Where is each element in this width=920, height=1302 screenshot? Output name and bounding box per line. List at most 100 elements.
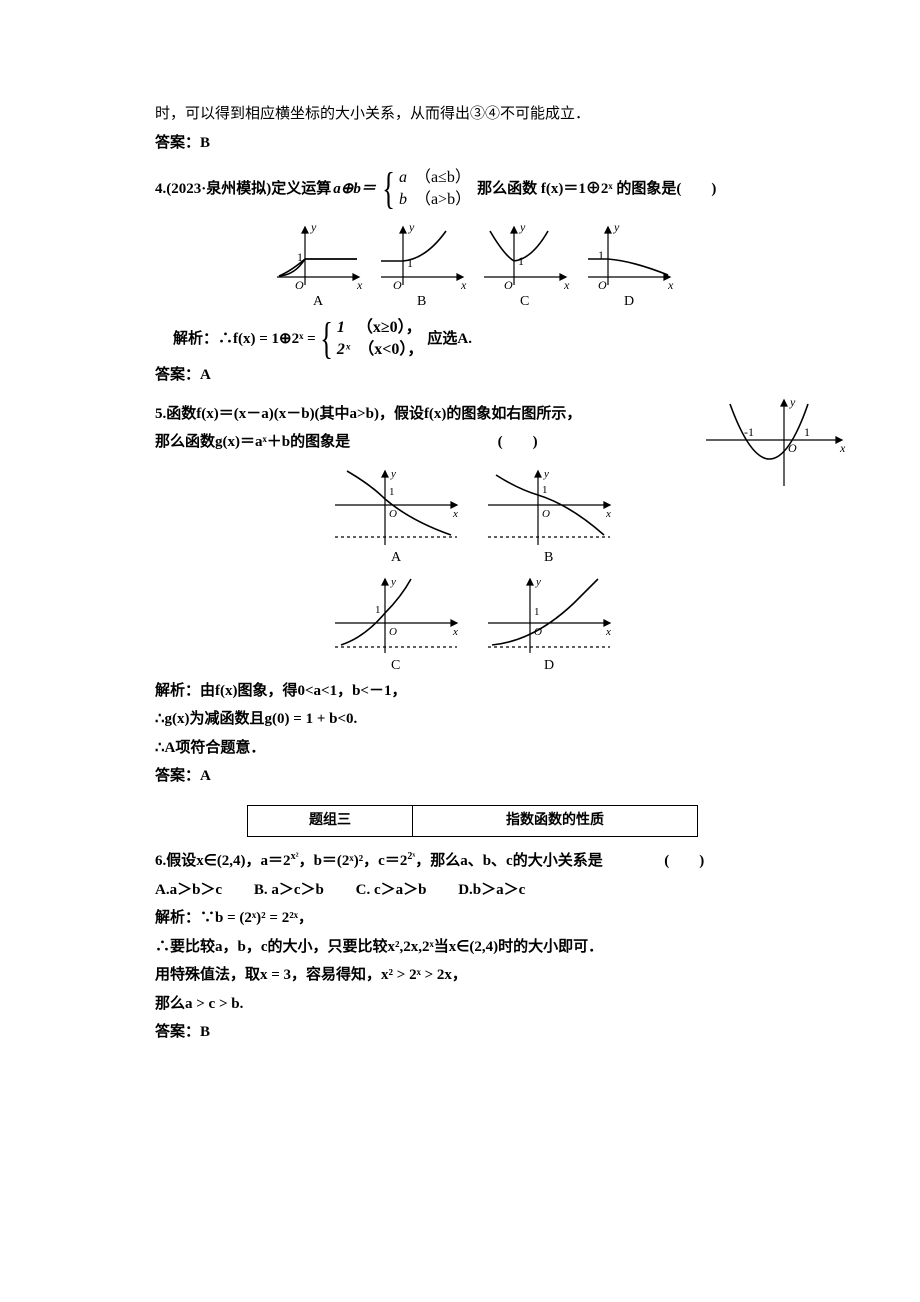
q5-answer: 答案：A <box>155 762 790 791</box>
q4-label-c: C <box>520 294 529 307</box>
q6-stem: 6.假设x∈(2,4)，a＝2x²，b＝(2ˣ)²，c＝22ˣ，那么a、b、c的… <box>155 847 790 876</box>
q6-exp-a: x² <box>291 851 299 862</box>
q4-scase1-l: 1 <box>337 319 345 336</box>
q6-opt-b: B. a＞c＞b <box>254 876 324 905</box>
q4-label-b: B <box>417 294 426 307</box>
q4-case2-l: b <box>399 191 407 208</box>
q6-sol2: ∴要比较a，b，c的大小，只要比较x²,2x,2ˣ当x∈(2,4)时的大小即可． <box>155 933 790 962</box>
y-label: y <box>519 220 526 234</box>
q6-paren: ( ) <box>664 853 704 869</box>
tick-1: 1 <box>598 248 604 262</box>
q5-opt-c-svg: 1 O x y C <box>321 573 471 673</box>
left-brace: { <box>382 167 395 211</box>
tick-1: 1 <box>518 254 524 268</box>
x-label: x <box>460 278 467 292</box>
q5-label-d: D <box>544 658 554 673</box>
y-label: y <box>543 468 549 480</box>
x-label: x <box>452 626 458 638</box>
q5-label-c: C <box>391 658 400 673</box>
ytick-1: 1 <box>534 606 540 618</box>
q4-label-d: D <box>624 294 634 307</box>
q5-options-row1: 1 O x y A 1 O x y B <box>155 465 790 565</box>
ytick-1: 1 <box>542 484 548 496</box>
y-label: y <box>535 576 541 588</box>
answer-3: 答案：B <box>155 129 790 158</box>
q5-label-b: B <box>544 550 553 565</box>
x-label: x <box>563 278 570 292</box>
x-label: x <box>356 278 363 292</box>
q4-case1-r: （a≤b） <box>415 169 471 186</box>
q6-options: A.a＞b＞c B. a＞c＞b C. c＞a＞b D.b＞a＞c <box>155 876 790 905</box>
q4-stem-pre: 4.(2023·泉州模拟)定义运算 <box>155 175 331 204</box>
q6-answer: 答案：B <box>155 1018 790 1047</box>
q4-op-sym: a⊕b＝ <box>333 175 376 204</box>
q4-scase2-r: （x<0）， <box>358 341 423 358</box>
origin: O <box>389 626 397 638</box>
left-brace: { <box>320 317 333 361</box>
q5-stem-line2-wrap: 那么函数g(x)＝aˣ＋b的图象是 ( ) <box>155 428 790 457</box>
origin: O <box>504 278 513 292</box>
y-label: y <box>390 576 396 588</box>
x-label: x <box>667 278 674 292</box>
q5-opt-d-svg: 1 O x y D <box>474 573 624 673</box>
origin: O <box>542 508 550 520</box>
q5-opt-b-svg: 1 O x y B <box>474 465 624 565</box>
q5-sol2: ∴g(x)为减函数且g(0) = 1 + b<0. <box>155 705 790 734</box>
x-label: x <box>605 626 611 638</box>
tick-1: 1 <box>407 256 413 270</box>
q4-case2-r: （a>b） <box>415 191 471 208</box>
origin: O <box>788 441 797 455</box>
q4-sol-post: 应选A. <box>427 325 472 354</box>
q4-stem-post: 那么函数 f(x)＝1⊕2ˣ 的图象是( ) <box>477 175 716 204</box>
origin: O <box>389 508 397 520</box>
x-label: x <box>839 441 846 455</box>
q4-answer: 答案：A <box>155 361 790 390</box>
section-table: 题组三 指数函数的性质 <box>247 805 698 838</box>
x-label: x <box>605 508 611 520</box>
y-label: y <box>408 220 415 234</box>
ytick-1: 1 <box>389 486 395 498</box>
q4-sol-piecewise: { 1 （x≥0）， 2ˣ （x<0）， <box>316 317 424 361</box>
q6-stem-pre: 6.假设x∈(2,4)，a＝2 <box>155 853 291 869</box>
q6-opt-c: C. c＞a＞b <box>356 876 427 905</box>
origin: O <box>534 626 542 638</box>
q4-case1-l: a <box>399 169 407 186</box>
q6-sol1: 解析：∵b = (2ˣ)² = 2²ˣ， <box>155 904 790 933</box>
q4-stem: 4.(2023·泉州模拟)定义运算 a⊕b＝ { a （a≤b） b （a>b）… <box>155 167 790 211</box>
q6-stem-post: ，那么a、b、c的大小关系是 <box>415 853 603 869</box>
tick-1: 1 <box>297 250 303 264</box>
q4-opt-d-svg: 1 O x y D <box>578 219 678 307</box>
y-label: y <box>310 220 317 234</box>
q5-sol1: 解析：由f(x)图象，得0<a<1，b<－1， <box>155 677 790 706</box>
ytick-1: 1 <box>375 604 381 616</box>
y-label: y <box>789 395 796 409</box>
q4-solution: 解析：∴f(x) = 1⊕2ˣ = { 1 （x≥0）， 2ˣ （x<0）， 应… <box>173 317 790 361</box>
q6-sol3: 用特殊值法，取x = 3，容易得知，x² > 2ˣ > 2x， <box>155 961 790 990</box>
q4-opt-a-svg: 1 O x y A <box>267 219 367 307</box>
q6-stem-mid1: ，b＝(2ˣ)²，c＝2 <box>299 853 408 869</box>
q5-stem-line1: 5.函数f(x)＝(x－a)(x－b)(其中a>b)，假设f(x)的图象如右图所… <box>155 400 790 429</box>
q4-label-a: A <box>313 294 324 307</box>
q4-scase2-l: 2ˣ <box>337 341 350 358</box>
section-left: 题组三 <box>248 805 413 837</box>
q5-opt-a-svg: 1 O x y A <box>321 465 471 565</box>
q5-figure: -1 1 O x y <box>700 394 850 494</box>
origin: O <box>598 278 607 292</box>
q4-piecewise: { a （a≤b） b （a>b） <box>378 167 471 211</box>
q4-opt-b-svg: 1 O x y B <box>371 219 471 307</box>
xtick-1: 1 <box>804 425 810 439</box>
q6-opt-a: A.a＞b＞c <box>155 876 222 905</box>
q6-sol4: 那么a > c > b. <box>155 990 790 1019</box>
q5-paren: ( ) <box>498 434 538 450</box>
origin: O <box>295 278 304 292</box>
q4-opt-c-svg: 1 O x y C <box>474 219 574 307</box>
y-label: y <box>613 220 620 234</box>
q4-scase1-r: （x≥0）， <box>357 319 422 336</box>
q5-options-row2: 1 O x y C 1 O x y D <box>155 573 790 673</box>
q4-options: 1 O x y A 1 O x y B 1 O x y C 1 O x y D <box>155 219 790 307</box>
q5-label-a: A <box>391 550 402 565</box>
q4-sol-pre: 解析：∴f(x) = 1⊕2ˣ = <box>173 325 316 354</box>
xtick-neg1: -1 <box>744 425 754 439</box>
x-label: x <box>452 508 458 520</box>
q6-opt-d: D.b＞a＞c <box>458 876 525 905</box>
